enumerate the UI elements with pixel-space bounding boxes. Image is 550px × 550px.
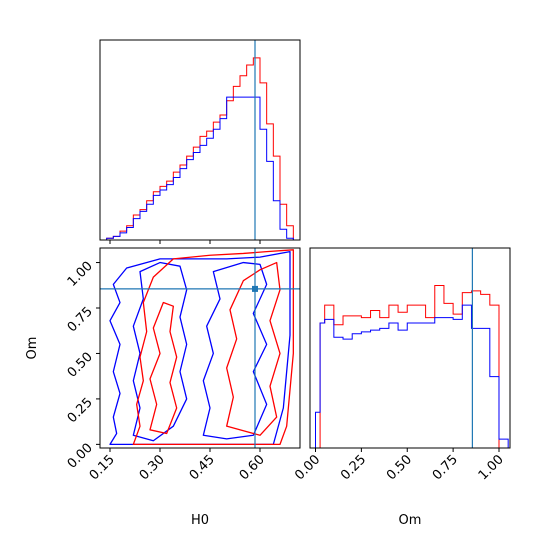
om-y-tick-label: 1.00	[65, 259, 96, 290]
contour-frame	[99, 247, 301, 449]
om-tick-label: 0.50	[384, 452, 415, 483]
contour-line-2	[132, 261, 188, 442]
om-y-tick-label: 0.75	[65, 304, 96, 335]
contour-line-1	[109, 250, 291, 446]
h0-tick-label: 0.45	[187, 452, 218, 483]
histogram-h0-frame	[99, 39, 301, 241]
om-y-tick-label: 0.25	[65, 395, 96, 426]
histogram-panel-h0	[99, 39, 301, 244]
h0-tick-label: 0.15	[87, 452, 118, 483]
om-tick-label: 0.25	[338, 452, 369, 483]
om-histogram-series-1	[315, 285, 509, 448]
contour-line-3	[202, 261, 268, 440]
contour-panel: 0.15 0.30 0.45 0.60 0.000.250.500.751.00 H0…	[25, 247, 301, 528]
x-axis-label-om: Om	[399, 513, 422, 528]
contour-line-5	[149, 301, 178, 435]
truth-marker	[252, 285, 258, 292]
x-axis-label-h0: H0	[191, 513, 209, 528]
h0-tick-label: 0.30	[137, 452, 168, 483]
contour-line-6	[226, 261, 281, 436]
h0-tick-label: 0.60	[237, 452, 268, 483]
h0-histogram-series-2	[100, 96, 294, 240]
om-tick-label: 0.75	[430, 452, 461, 483]
om-tick-label: 1.00	[476, 452, 507, 483]
y-axis-label-om: Om	[25, 337, 40, 360]
contour-line-4	[132, 249, 294, 446]
h0-histogram-series-1	[100, 57, 294, 240]
om-tick-label: 0.00	[292, 452, 323, 483]
om-y-tick-label: 0.50	[65, 350, 96, 381]
om-histogram-series-2	[315, 304, 509, 448]
histogram-om-frame	[309, 247, 511, 449]
histogram-panel-om: 0.00 0.25 0.50 0.75 1.00 Om	[292, 247, 511, 528]
